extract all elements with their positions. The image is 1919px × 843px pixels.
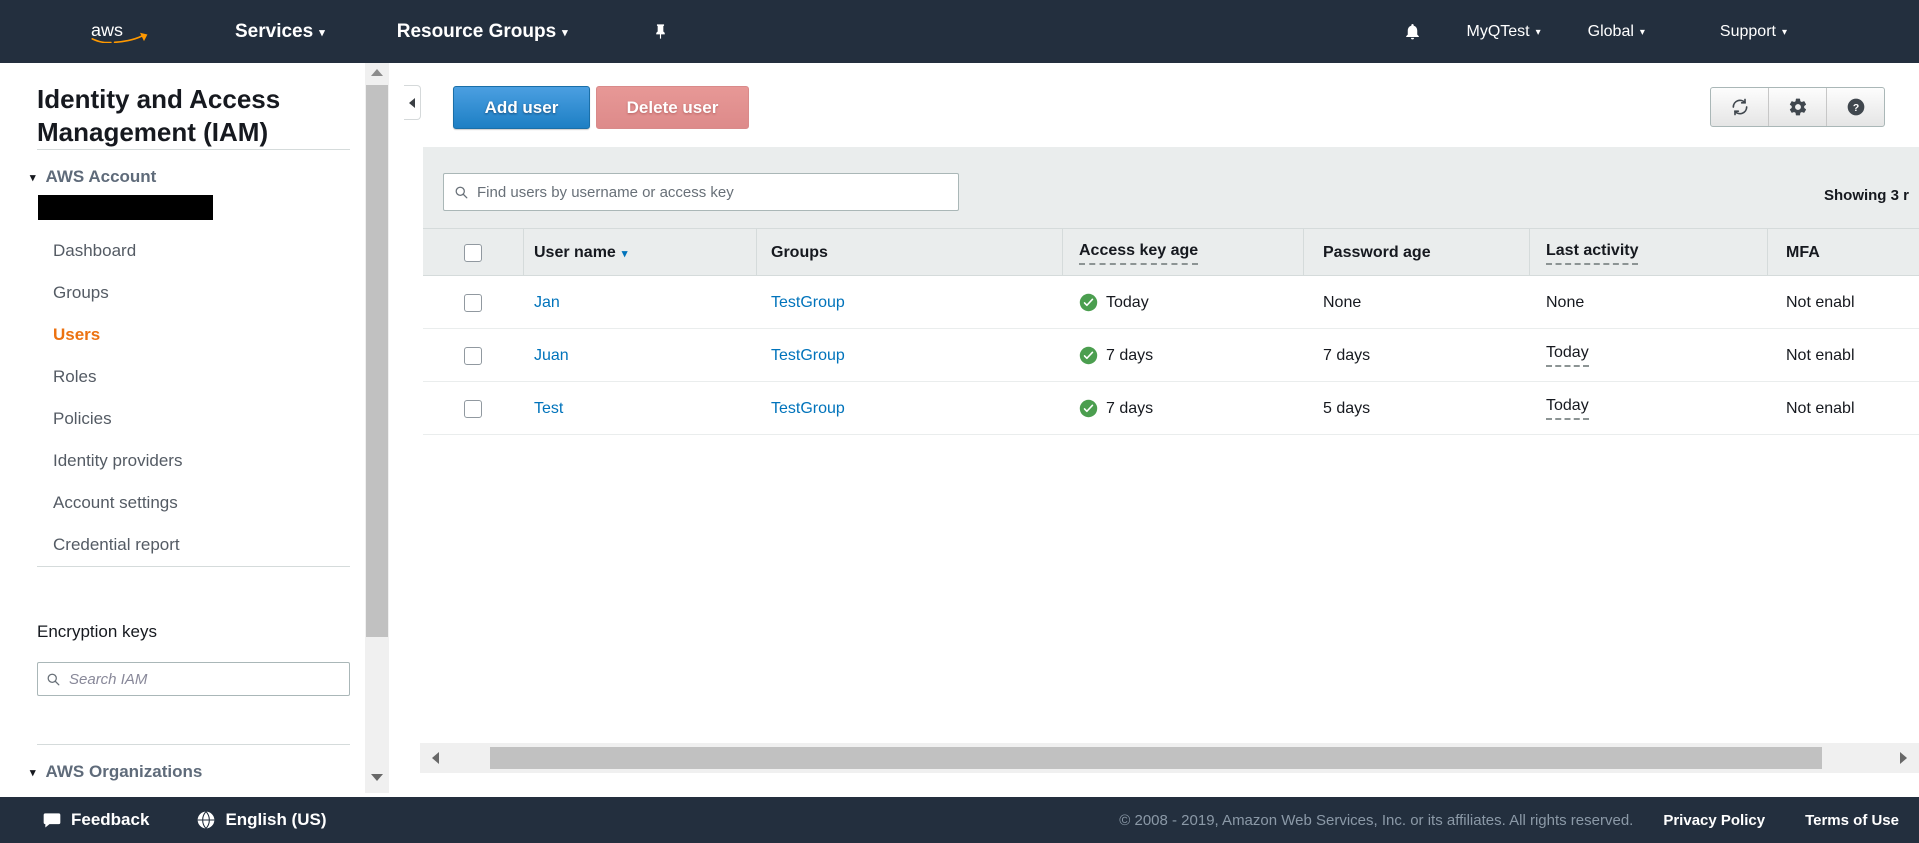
svg-text:aws: aws — [91, 20, 123, 40]
svg-text:?: ? — [1852, 103, 1858, 114]
